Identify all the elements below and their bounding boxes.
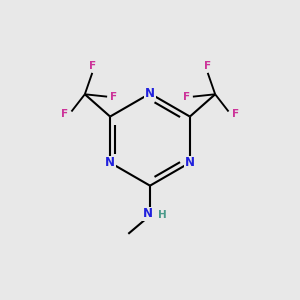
Text: F: F bbox=[110, 92, 117, 102]
Text: N: N bbox=[145, 87, 155, 100]
Text: F: F bbox=[89, 61, 96, 71]
Text: H: H bbox=[158, 210, 166, 220]
Text: F: F bbox=[61, 110, 68, 119]
Text: N: N bbox=[185, 156, 195, 169]
Text: F: F bbox=[232, 110, 238, 119]
Text: N: N bbox=[142, 207, 153, 220]
Text: N: N bbox=[105, 156, 115, 169]
Text: F: F bbox=[183, 92, 190, 102]
Text: F: F bbox=[204, 61, 211, 71]
